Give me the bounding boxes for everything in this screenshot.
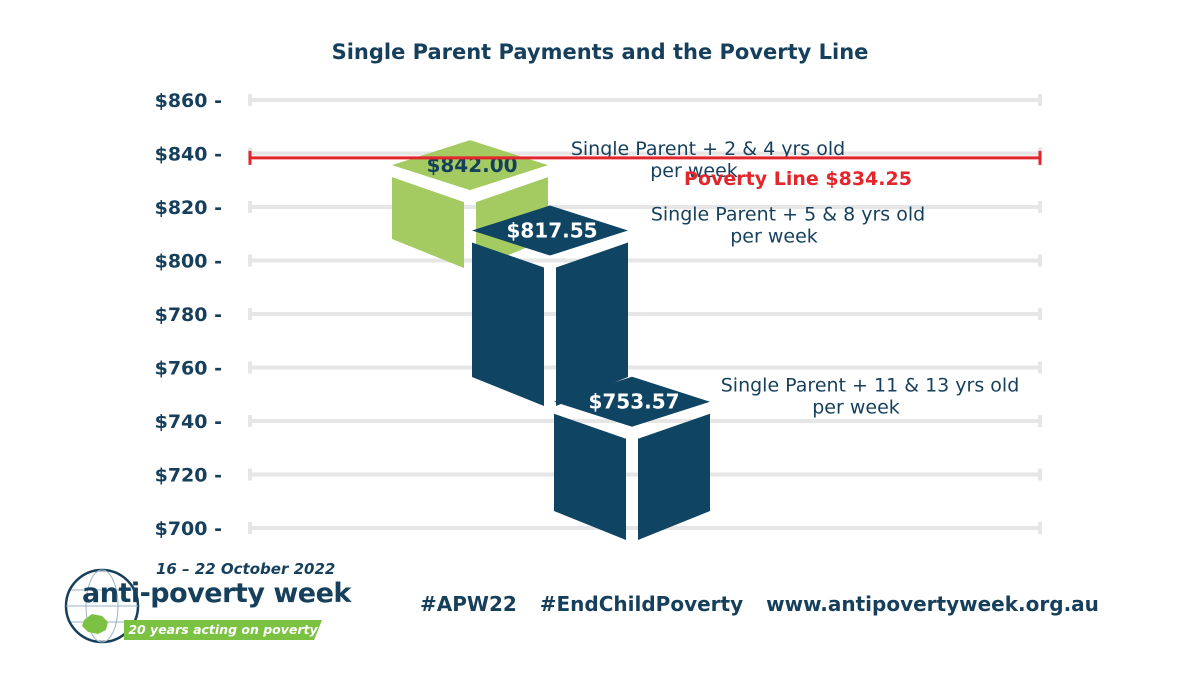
y-tick-label: $760 - bbox=[155, 358, 222, 380]
bar-cube bbox=[472, 205, 628, 406]
y-tick-label: $720 - bbox=[155, 465, 222, 487]
y-tick-label: $740 - bbox=[155, 411, 222, 433]
bar-cube-right-face bbox=[638, 413, 710, 540]
anti-poverty-week-logo: 16 – 22 October 2022 anti-poverty week 2… bbox=[62, 560, 351, 660]
bar-cube bbox=[554, 376, 710, 540]
hashtag-apw22: #APW22 bbox=[420, 592, 517, 616]
poverty-line-label: Poverty Line $834.25 bbox=[684, 168, 912, 190]
logo-tagline: 20 years acting on poverty bbox=[124, 620, 322, 640]
bar-cube-left-face bbox=[472, 242, 544, 406]
unit-label: per week bbox=[812, 397, 900, 419]
bar-value-label: $753.57 bbox=[588, 390, 679, 414]
y-tick-label: $820 - bbox=[155, 197, 222, 219]
bar-cube-right-face bbox=[556, 242, 628, 406]
bar-value-label: $817.55 bbox=[506, 219, 597, 243]
chart-title: Single Parent Payments and the Poverty L… bbox=[331, 40, 869, 64]
y-tick-label: $860 - bbox=[155, 90, 222, 112]
logo-name: anti-poverty week bbox=[82, 578, 351, 609]
y-tick-label: $780 - bbox=[155, 304, 222, 326]
bar-cube-top bbox=[472, 205, 628, 256]
bar-cube-left-face bbox=[392, 177, 464, 268]
y-tick-label: $840 - bbox=[155, 144, 222, 166]
unit-label: per week bbox=[730, 226, 818, 248]
category-label: Single Parent + 11 & 13 yrs old bbox=[721, 375, 1020, 397]
y-tick-label: $800 - bbox=[155, 251, 222, 273]
bar-cube bbox=[392, 140, 548, 268]
logo-dates: 16 – 22 October 2022 bbox=[156, 560, 336, 578]
hashtag-endchildpoverty: #EndChildPoverty bbox=[539, 592, 744, 616]
footer-hashtags: #APW22 #EndChildPoverty www.antipovertyw… bbox=[420, 592, 1115, 616]
category-label: Single Parent + 2 & 4 yrs old bbox=[571, 138, 845, 160]
bar-cube-left-face bbox=[554, 413, 626, 540]
unit-label: per week bbox=[650, 160, 738, 182]
bar-cube-top bbox=[554, 376, 710, 427]
bar-cube-top bbox=[392, 140, 548, 191]
category-label: Single Parent + 5 & 8 yrs old bbox=[651, 204, 925, 226]
website-link: www.antipovertyweek.org.au bbox=[766, 592, 1099, 616]
y-tick-label: $700 - bbox=[155, 518, 222, 540]
globe-icon bbox=[64, 568, 140, 644]
